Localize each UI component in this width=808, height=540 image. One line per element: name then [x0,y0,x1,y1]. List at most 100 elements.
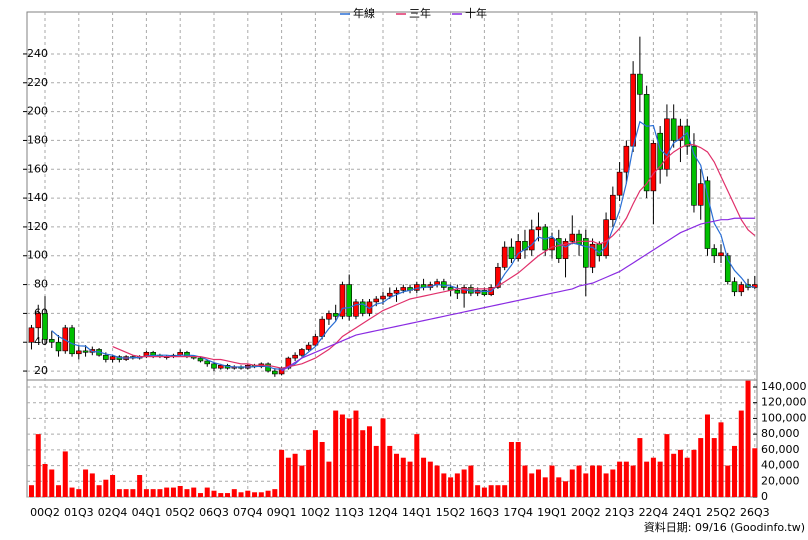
volume-bar [488,485,494,497]
candle-body [339,284,346,317]
candle-body [454,290,461,294]
volume-bar [704,414,710,497]
y-tick-label: 140,000 [761,380,807,393]
candle-body [305,344,312,350]
volume-bar [684,457,690,497]
volume-bar [103,479,109,497]
candle-body [555,238,562,259]
y-tick-label: 20 [34,364,48,377]
volume-bar [150,489,156,497]
volume-bar [123,489,129,497]
x-tick-label: 07Q4 [233,506,263,519]
candle-body [76,350,82,355]
y-tick-label: 60,000 [761,443,800,456]
volume-bar [353,410,359,497]
legend-label: 十年 [465,6,487,20]
candle-body [35,313,42,329]
candle-body [738,284,745,293]
y-tick-label: 100 [27,249,48,262]
volume-bar [279,449,285,497]
volume-bar [671,453,677,497]
x-tick-label: 02Q4 [98,506,128,519]
volume-bar [495,485,501,497]
candle-body [272,370,278,375]
candle-body [731,281,738,293]
volume-bar [252,492,258,497]
candle-body [386,292,393,297]
x-tick-label: 11Q3 [334,506,364,519]
volume-bar [576,465,582,497]
volume-bar [197,493,203,497]
candle-body [42,313,48,340]
volume-bar [110,474,116,497]
volume-bar [245,490,251,497]
volume-bar [225,493,231,497]
volume-bar [434,465,440,497]
candle-body [109,356,116,360]
volume-bar [441,473,447,497]
x-tick-label: 15Q2 [436,506,466,519]
candle-body [623,145,630,173]
volume-bar [414,434,420,497]
volume-bar [69,487,75,497]
candle-body [677,125,684,141]
volume-bar [583,473,589,497]
candle-body [528,229,535,251]
volume-bar [28,485,34,497]
volume-bar [603,473,609,497]
y-tick-label: 120 [27,220,48,233]
candle-body [697,183,704,206]
volume-bar [448,477,454,497]
volume-bar [637,438,643,497]
volume-bar [116,489,122,497]
candle-body [589,243,596,268]
y-tick-label: 100,000 [761,411,807,424]
y-tick-label: 140 [27,191,48,204]
volume-bar [407,461,413,497]
x-tick-label: 01Q3 [64,506,94,519]
candle-body [217,364,224,369]
candle-body [751,284,758,288]
volume-bar [691,449,697,497]
volume-bar [326,461,332,497]
y-tick-label: 80 [34,278,48,291]
candle-body [373,298,380,303]
volume-bar [211,490,217,497]
candle-body [299,349,305,356]
x-tick-label: 05Q2 [165,506,195,519]
candle-body [150,352,156,356]
candle-body [319,318,325,337]
volume-bar [590,465,596,497]
x-tick-label: 24Q1 [672,506,702,519]
volume-bar [177,485,183,497]
volume-bar [400,457,406,497]
candle-body [576,233,582,245]
volume-bar [752,448,758,497]
volume-bar [387,445,393,497]
volume-bar [556,477,562,497]
x-tick-label: 20Q2 [571,506,601,519]
volume-bar [596,465,602,497]
volume-bar [143,489,149,497]
volume-bar [542,477,548,497]
y-tick-label: 0 [761,490,768,503]
candle-body [380,295,386,300]
candle-body [69,327,75,355]
volume-bar [725,465,731,497]
x-tick-label: 19Q1 [537,506,567,519]
volume-bar [35,434,41,497]
volume-bar [218,493,224,497]
candle-body [684,125,691,147]
candle-body [332,313,339,317]
volume-bar [623,461,629,497]
ma-line [112,144,756,369]
x-tick-label: 04Q1 [132,506,162,519]
price-panel [26,11,758,381]
volume-bar [421,457,427,497]
volume-bar [664,434,670,497]
volume-bar [42,463,48,497]
candle-body [184,352,190,357]
candle-body [711,248,718,257]
volume-bar [299,465,305,497]
candle-body [366,301,373,314]
